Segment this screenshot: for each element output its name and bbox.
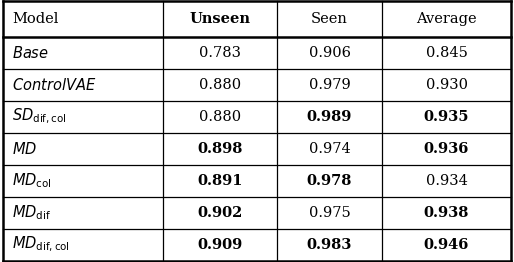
Text: 0.974: 0.974: [308, 142, 351, 156]
Text: 0.938: 0.938: [424, 206, 469, 220]
Text: 0.983: 0.983: [307, 238, 352, 252]
Text: Model: Model: [12, 12, 58, 26]
Text: $\mathit{MD}_{\mathrm{col}}$: $\mathit{MD}_{\mathrm{col}}$: [12, 171, 51, 190]
Text: Seen: Seen: [311, 12, 348, 26]
Text: 0.902: 0.902: [197, 206, 243, 220]
Text: 0.880: 0.880: [199, 110, 241, 124]
Text: 0.783: 0.783: [199, 46, 241, 59]
Text: 0.898: 0.898: [197, 142, 243, 156]
Text: 0.975: 0.975: [308, 206, 351, 220]
Text: 0.978: 0.978: [307, 174, 352, 188]
Text: 0.906: 0.906: [308, 46, 351, 59]
Text: $\mathit{SD}_{\mathrm{dif,col}}$: $\mathit{SD}_{\mathrm{dif,col}}$: [12, 107, 66, 126]
Text: 0.946: 0.946: [424, 238, 469, 252]
Text: 0.934: 0.934: [426, 174, 468, 188]
Text: $\mathit{MD}$: $\mathit{MD}$: [12, 141, 37, 157]
Text: $\mathit{MD}_{\mathrm{dif,col}}$: $\mathit{MD}_{\mathrm{dif,col}}$: [12, 235, 70, 254]
Text: 0.936: 0.936: [424, 142, 469, 156]
Text: Average: Average: [416, 12, 477, 26]
Text: $\mathit{Base}$: $\mathit{Base}$: [12, 45, 49, 61]
Text: 0.845: 0.845: [426, 46, 468, 59]
Text: $\mathit{MD}_{\mathrm{dif}}$: $\mathit{MD}_{\mathrm{dif}}$: [12, 203, 51, 222]
Text: Unseen: Unseen: [190, 12, 251, 26]
Text: 0.880: 0.880: [199, 78, 241, 91]
Text: 0.989: 0.989: [307, 110, 352, 124]
Text: 0.935: 0.935: [424, 110, 469, 124]
Text: 0.930: 0.930: [426, 78, 468, 91]
Text: $\mathit{ControlVAE}$: $\mathit{ControlVAE}$: [12, 77, 96, 92]
Text: 0.891: 0.891: [197, 174, 243, 188]
Text: 0.979: 0.979: [308, 78, 351, 91]
Text: 0.909: 0.909: [197, 238, 243, 252]
